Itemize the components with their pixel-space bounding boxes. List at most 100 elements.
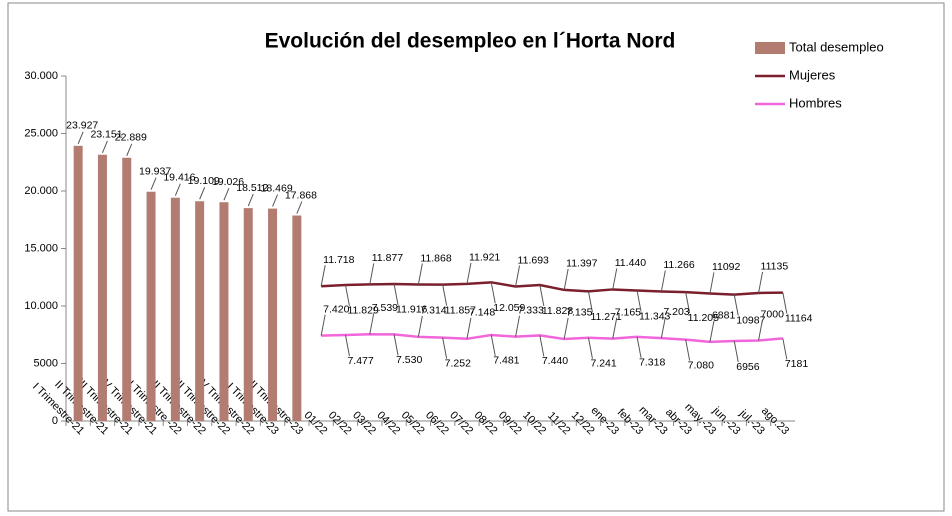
- data-label: 6881: [712, 310, 736, 322]
- y-tick-label: 30.000: [24, 70, 58, 82]
- chart-title: Evolución del desempleo en l´Horta Nord: [265, 30, 676, 53]
- data-label: 19.109: [188, 175, 220, 187]
- bar: [243, 208, 253, 421]
- data-label: 7.539: [372, 302, 398, 314]
- label-leader: [563, 268, 569, 291]
- data-label: 7181: [785, 358, 809, 370]
- bar: [146, 191, 156, 421]
- bar: [292, 215, 302, 421]
- data-label: 7.148: [469, 307, 495, 319]
- data-label: 7.333: [518, 304, 544, 316]
- data-label: 19.937: [139, 166, 171, 178]
- label-leader: [442, 337, 448, 359]
- bar: [122, 157, 132, 422]
- data-label: 7.203: [663, 306, 689, 318]
- data-label: 7000: [761, 308, 785, 320]
- label-leader: [272, 194, 279, 207]
- data-label: 11.266: [663, 259, 694, 271]
- label-leader: [174, 183, 181, 196]
- label-leader: [758, 271, 764, 294]
- label-leader: [101, 140, 108, 153]
- bar: [268, 208, 278, 421]
- y-tick-label: 10.000: [24, 300, 58, 312]
- label-leader: [417, 263, 423, 285]
- data-label: 6956: [736, 361, 760, 373]
- label-leader: [709, 320, 715, 342]
- label-leader: [126, 143, 133, 156]
- y-tick-label: 25.000: [24, 127, 58, 139]
- data-label: 11135: [761, 261, 789, 273]
- data-label: 7.241: [590, 358, 616, 370]
- label-leader: [660, 270, 666, 292]
- label-leader: [223, 188, 230, 201]
- label-leader: [660, 317, 666, 339]
- label-leader: [344, 284, 350, 307]
- bar: [219, 202, 229, 421]
- label-leader: [442, 284, 448, 306]
- label-leader: [782, 338, 788, 360]
- bar: [73, 145, 83, 422]
- label-leader: [685, 292, 691, 314]
- data-label: 11.916: [396, 304, 427, 316]
- label-leader: [612, 268, 618, 290]
- label-leader: [758, 319, 764, 341]
- data-label: 7.080: [688, 359, 714, 371]
- data-label: 7.165: [615, 306, 641, 318]
- label-leader: [685, 339, 691, 361]
- data-label: 7.318: [639, 357, 665, 369]
- data-label: 11.718: [323, 254, 354, 266]
- y-tick-label: 20.000: [24, 185, 58, 197]
- data-label: 22.889: [115, 132, 147, 144]
- data-label: 7.440: [542, 355, 568, 367]
- label-leader: [539, 284, 545, 307]
- data-label: 11.877: [372, 252, 403, 264]
- data-label: 11.693: [518, 254, 549, 266]
- label-leader: [466, 262, 472, 285]
- data-label: 23.151: [90, 129, 122, 141]
- data-label: 7.481: [493, 355, 519, 367]
- data-label: 11.868: [420, 252, 451, 264]
- data-label: 11.828: [542, 305, 573, 317]
- legend-label: Total desempleo: [789, 39, 884, 54]
- label-leader: [296, 201, 303, 214]
- data-label: 10987: [736, 314, 765, 326]
- chart-frame: [7, 2, 945, 512]
- data-label: 7.135: [566, 307, 592, 319]
- label-leader: [636, 290, 642, 312]
- label-leader: [636, 336, 642, 358]
- line-1: [321, 281, 783, 296]
- label-leader: [247, 193, 254, 207]
- data-label: 7.314: [420, 305, 446, 317]
- data-label: 11.829: [347, 305, 378, 317]
- legend-swatch: [755, 42, 785, 54]
- label-leader: [150, 177, 157, 190]
- data-label: 18.512: [236, 182, 268, 194]
- data-label: 11.271: [590, 311, 621, 323]
- data-label: 11.857: [445, 304, 476, 316]
- label-leader: [612, 317, 618, 339]
- label-leader: [587, 291, 593, 313]
- label-leader: [539, 335, 545, 357]
- line-2: [321, 333, 783, 344]
- data-label: 18.469: [261, 182, 293, 194]
- label-leader: [199, 187, 206, 200]
- label-leader: [587, 337, 593, 359]
- data-label: 7.420: [323, 303, 349, 315]
- data-label: 11.440: [615, 257, 646, 269]
- label-leader: [77, 131, 84, 145]
- label-leader: [733, 340, 739, 363]
- label-leader: [515, 315, 521, 337]
- label-leader: [320, 314, 326, 336]
- label-leader: [563, 317, 569, 340]
- data-label: 11.343: [639, 310, 670, 322]
- legend-label: Mujeres: [789, 67, 836, 82]
- data-label: 7.530: [396, 354, 422, 366]
- data-label: 7.252: [445, 357, 471, 369]
- y-tick-label: 15.000: [24, 242, 58, 254]
- label-leader: [344, 334, 350, 357]
- bar: [195, 201, 205, 421]
- data-label: 12.059: [493, 302, 525, 314]
- label-leader: [515, 265, 521, 287]
- label-leader: [369, 263, 375, 285]
